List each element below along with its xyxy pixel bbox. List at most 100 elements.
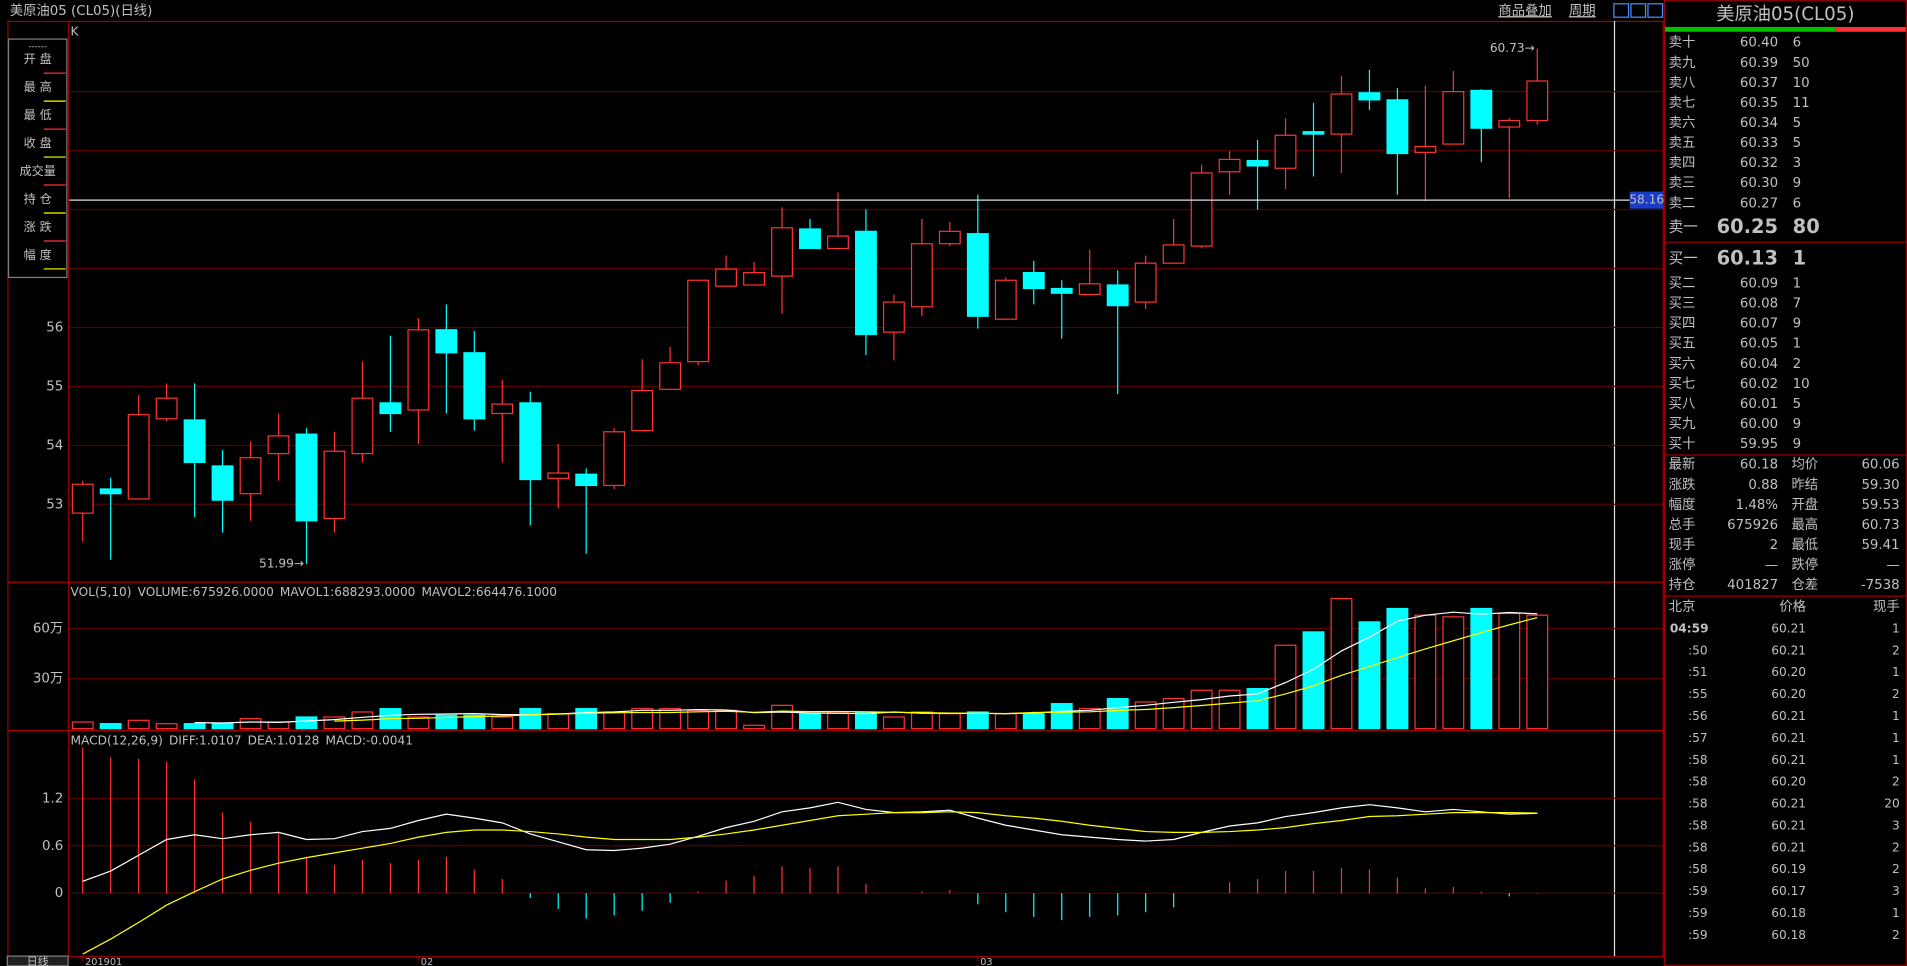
book-label: 买一 bbox=[1669, 250, 1698, 267]
candle-body bbox=[491, 403, 514, 415]
quote-value: 2 bbox=[1770, 538, 1779, 553]
candle-body bbox=[771, 227, 793, 277]
book-qty: 3 bbox=[1793, 156, 1802, 171]
menu-item[interactable]: 成交量 bbox=[19, 163, 55, 178]
book-label: 买九 bbox=[1669, 416, 1696, 432]
y-tick-label: 0.6 bbox=[42, 839, 63, 854]
quote-label: 最低 bbox=[1791, 537, 1818, 553]
trade-qty: 1 bbox=[1892, 621, 1900, 635]
volume-bar bbox=[435, 714, 458, 730]
book-label: 卖五 bbox=[1669, 135, 1696, 151]
menu-item[interactable]: 收 盘 bbox=[24, 135, 52, 150]
book-price: 60.27 bbox=[1740, 196, 1778, 211]
trade-price: 60.21 bbox=[1771, 621, 1806, 635]
menu-item[interactable]: 最 低 bbox=[24, 108, 52, 122]
trade-price: 60.20 bbox=[1771, 665, 1806, 679]
candle-body bbox=[1330, 93, 1353, 135]
candle-body bbox=[1246, 159, 1269, 167]
volume-bar bbox=[1022, 713, 1045, 730]
volume-bar bbox=[547, 713, 570, 730]
candle-body bbox=[1498, 119, 1521, 128]
volume-bar bbox=[603, 711, 626, 730]
book-price: 59.95 bbox=[1740, 437, 1778, 452]
trade-time: :58 bbox=[1688, 840, 1708, 854]
x-tick-label: 03 bbox=[980, 957, 992, 966]
menu-item[interactable]: ------ bbox=[28, 42, 46, 52]
overlay-link[interactable]: 商品叠加 bbox=[1498, 3, 1551, 19]
trade-qty: 1 bbox=[1892, 709, 1900, 723]
quote-label: 昨结 bbox=[1791, 477, 1818, 493]
candle-body bbox=[463, 352, 486, 420]
book-qty: 5 bbox=[1793, 116, 1802, 131]
candle-body bbox=[882, 301, 905, 333]
window-button[interactable] bbox=[1630, 3, 1647, 18]
book-label: 卖九 bbox=[1669, 55, 1696, 71]
candle-body bbox=[71, 483, 94, 514]
candle-body bbox=[1470, 89, 1493, 129]
volume-bar bbox=[799, 713, 821, 730]
menu-item[interactable]: 幅 度 bbox=[24, 247, 52, 262]
candle-body bbox=[1386, 99, 1409, 155]
quote-label: 最新 bbox=[1669, 457, 1696, 473]
candle-body bbox=[351, 397, 374, 455]
window-button[interactable] bbox=[1613, 3, 1630, 18]
quote-value: 59.30 bbox=[1861, 478, 1899, 493]
book-price: 60.13 bbox=[1717, 247, 1778, 270]
volume-bar bbox=[827, 711, 849, 730]
candle-body bbox=[323, 450, 346, 520]
trade-time: 04:59 bbox=[1670, 621, 1709, 635]
book-label: 买十 bbox=[1669, 436, 1696, 452]
candle-body bbox=[603, 431, 626, 487]
y-tick-label: 53 bbox=[46, 497, 63, 512]
y-tick-label: 30万 bbox=[33, 672, 63, 687]
volume-bar bbox=[1302, 631, 1325, 730]
volume-bar bbox=[631, 708, 654, 730]
period-link[interactable]: 周期 bbox=[1569, 3, 1596, 19]
volume-bar bbox=[1050, 703, 1073, 730]
candle-body bbox=[910, 243, 933, 308]
period-tab-label[interactable]: 日线 bbox=[27, 954, 49, 966]
trade-qty: 3 bbox=[1892, 818, 1900, 832]
trade-price: 60.21 bbox=[1771, 753, 1806, 767]
menu-item[interactable]: 持 仓 bbox=[24, 191, 52, 206]
menu-item[interactable]: 涨 跌 bbox=[24, 219, 52, 234]
candle-body bbox=[239, 457, 262, 495]
trade-qty: 2 bbox=[1892, 840, 1900, 854]
window-button[interactable] bbox=[1647, 3, 1664, 18]
candle-body bbox=[854, 230, 877, 336]
trade-qty: 20 bbox=[1884, 797, 1899, 811]
candle-body bbox=[631, 389, 654, 432]
indicator-line bbox=[334, 616, 1538, 722]
candle-body bbox=[575, 473, 598, 487]
quote-label: 现手 bbox=[1669, 537, 1696, 553]
menu-item[interactable]: 最 高 bbox=[24, 79, 52, 94]
volume-bar bbox=[519, 708, 542, 730]
candle-body bbox=[1190, 172, 1213, 247]
indicator-header: MACD(12,26,9) bbox=[71, 733, 163, 747]
menu-item[interactable]: 开 盘 bbox=[24, 51, 52, 66]
candle-body bbox=[994, 279, 1017, 320]
candle-body bbox=[1022, 271, 1045, 290]
book-price: 60.08 bbox=[1740, 297, 1778, 312]
book-qty: 50 bbox=[1793, 56, 1810, 71]
volume-bar bbox=[267, 721, 290, 730]
trade-time: :58 bbox=[1688, 753, 1708, 767]
volume-bar bbox=[687, 709, 710, 730]
volume-bar bbox=[295, 716, 318, 730]
quote-label: 持仓 bbox=[1669, 577, 1696, 593]
volume-bar bbox=[491, 716, 514, 730]
book-label: 买八 bbox=[1669, 396, 1696, 412]
book-qty: 80 bbox=[1793, 215, 1820, 238]
trade-price: 60.21 bbox=[1771, 840, 1806, 854]
candle-body bbox=[659, 362, 682, 390]
book-qty: 7 bbox=[1793, 297, 1802, 312]
trade-price: 60.21 bbox=[1771, 709, 1806, 723]
candle-body bbox=[1078, 283, 1101, 296]
volume-bar bbox=[1498, 612, 1521, 730]
quote-value: 1.48% bbox=[1736, 498, 1778, 513]
panel-label: K bbox=[71, 24, 80, 38]
candle-body bbox=[1358, 92, 1381, 101]
crosshair-tag bbox=[1629, 191, 1664, 209]
book-qty: 5 bbox=[1793, 397, 1802, 412]
candle-body bbox=[99, 488, 122, 495]
